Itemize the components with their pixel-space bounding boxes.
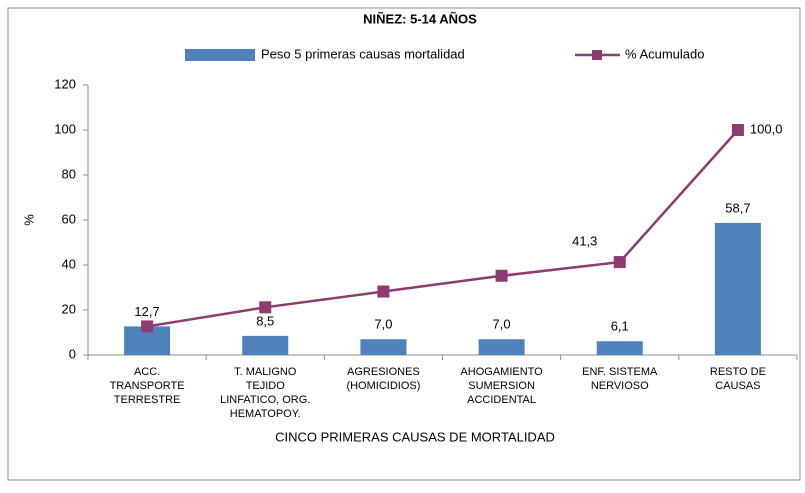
- x-tick-label: TERRESTRE: [114, 394, 181, 406]
- x-tick-label: AHOGAMIENTO: [460, 366, 543, 378]
- bar: [596, 341, 643, 355]
- x-tick-label: ACC.: [134, 366, 160, 378]
- bar: [478, 339, 525, 355]
- x-tick-label: TEJIDO: [246, 380, 286, 392]
- legend-label: % Acumulado: [625, 46, 705, 61]
- y-axis-title: %: [21, 214, 36, 226]
- bar-value-label: 8,5: [256, 313, 274, 328]
- y-tick-label: 0: [69, 346, 76, 361]
- line: [146, 129, 739, 328]
- x-axis-title: CINCO PRIMERAS CAUSAS DE MORTALIDAD: [275, 429, 555, 444]
- chart-frame: [7, 7, 801, 481]
- y-tick-label: 20: [62, 301, 76, 316]
- bar-value-label: 7,0: [493, 317, 511, 332]
- x-tick-label: AGRESIONES: [347, 366, 420, 378]
- y-tick-label: 60: [62, 211, 76, 226]
- x-tick-label: ENF. SISTEMA: [582, 366, 658, 378]
- bar: [360, 339, 407, 355]
- line-marker: [141, 320, 154, 333]
- y-tick-label: 40: [62, 256, 76, 271]
- bar-value-label: 6,1: [611, 319, 629, 334]
- line-marker: [377, 285, 390, 298]
- y-tick-label: 80: [62, 166, 76, 181]
- x-tick-label: SUMERSION: [468, 380, 535, 392]
- line-marker: [259, 301, 272, 314]
- y-tick-label: 120: [54, 76, 76, 91]
- line-marker: [731, 124, 744, 136]
- line-marker: [613, 256, 626, 269]
- legend-swatch: [592, 50, 602, 60]
- line-marker: [495, 269, 508, 282]
- x-tick-label: RESTO DE: [710, 366, 766, 378]
- y-tick-label: 100: [54, 121, 76, 136]
- legend-label: Peso 5 primeras causas mortalidad: [261, 46, 465, 61]
- x-tick-label: (HOMICIDIOS): [346, 380, 420, 392]
- x-tick-label: NERVIOSO: [591, 380, 649, 392]
- legend-swatch: [185, 49, 255, 61]
- x-tick-label: HEMATOPOY.: [230, 408, 301, 420]
- bar: [714, 222, 761, 355]
- x-tick-label: T. MALIGNO: [234, 366, 297, 378]
- bar-value-label: 12,7: [134, 304, 159, 319]
- bar-value-label: 58,7: [725, 200, 750, 215]
- x-tick-label: CAUSAS: [715, 380, 760, 392]
- x-tick-label: ACCIDENTAL: [467, 394, 536, 406]
- x-tick-label: TRANSPORTE: [110, 380, 185, 392]
- line-value-label: 100,0: [750, 121, 783, 136]
- line-value-label: 41,3: [572, 234, 597, 249]
- bar: [242, 335, 289, 355]
- chart-title: NIÑEZ: 5-14 AÑOS: [363, 11, 477, 26]
- x-tick-label: LINFATICO, ORG.: [220, 394, 310, 406]
- bar-value-label: 7,0: [374, 317, 392, 332]
